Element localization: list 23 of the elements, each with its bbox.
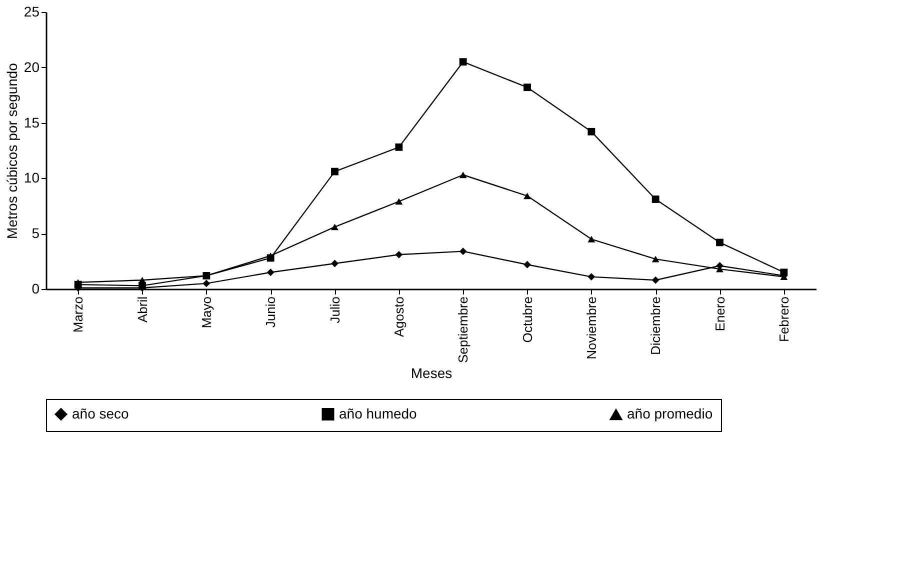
y-tick-label: 10 [24, 170, 40, 186]
x-tick-label: Febrero [776, 296, 792, 342]
x-axis-title: Meses [410, 364, 452, 381]
legend-label: año humedo [339, 405, 418, 422]
x-tick-label: Agosto [391, 296, 406, 337]
y-tick-label: 20 [24, 58, 40, 75]
y-tick-label: 5 [32, 225, 40, 242]
y-axis-title: Metros cúbicos por segundo [4, 62, 20, 239]
x-tick-label: Noviembre [584, 296, 599, 360]
y-tick-label: 15 [24, 114, 40, 130]
x-tick-label: Enero [712, 296, 728, 332]
x-tick-label: Junio [263, 296, 278, 328]
x-tick-label: Mayo [198, 296, 214, 328]
y-tick-label: 25 [24, 4, 40, 20]
x-tick-label: Abril [134, 296, 150, 323]
legend-label: año seco [72, 405, 130, 422]
x-tick-label: Septiembre [456, 296, 471, 363]
legend-label: año promedio [627, 406, 713, 422]
x-tick-label: Julio [327, 296, 342, 324]
y-tick-label: 0 [32, 280, 40, 296]
x-tick-label: Marzo [70, 296, 86, 333]
x-tick-label: Octubre [520, 296, 535, 343]
x-tick-label: Diciembre [648, 296, 664, 356]
